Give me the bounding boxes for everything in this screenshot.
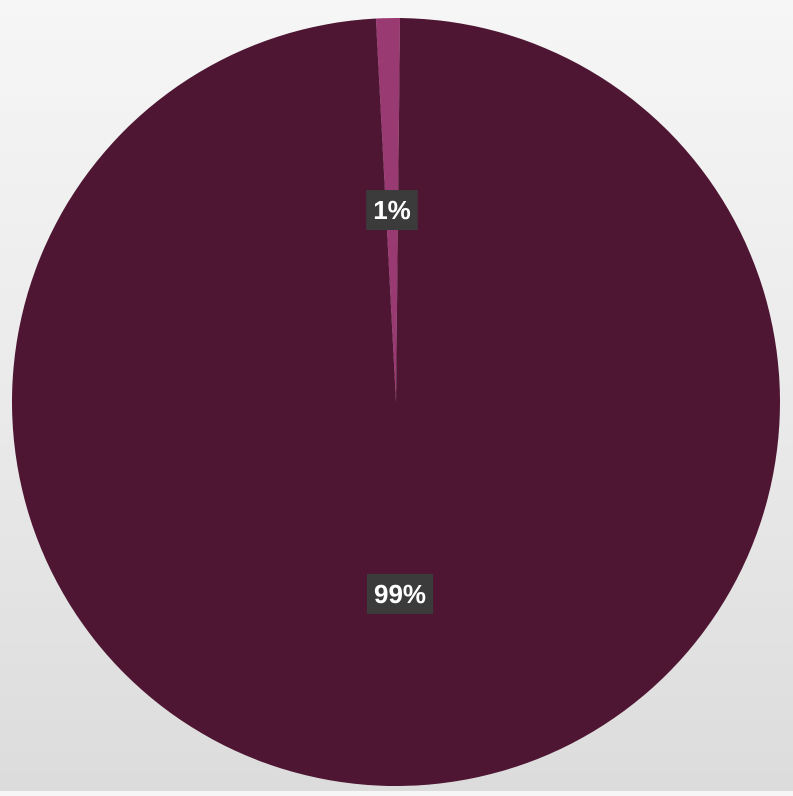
data-label-99: 99% <box>366 573 434 614</box>
data-label-background <box>366 190 418 231</box>
data-label-text: 1% <box>373 195 411 225</box>
data-label-1: 1% <box>366 190 418 231</box>
pie-data-labels: 1% 99% <box>366 190 434 614</box>
pie-slice-99 <box>11 18 780 786</box>
data-label-background <box>366 573 434 614</box>
pie-slices <box>11 18 780 786</box>
data-label-text: 99% <box>374 579 426 609</box>
